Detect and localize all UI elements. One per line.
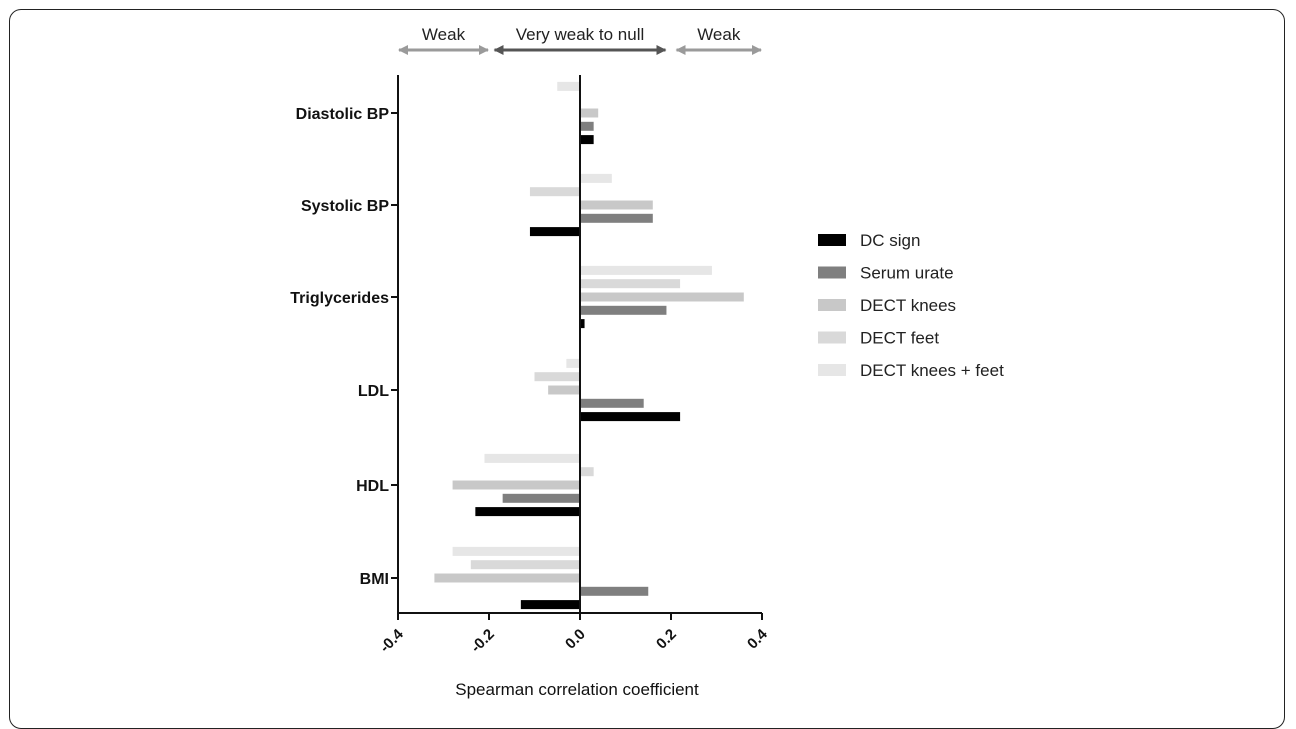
bar-dect-feet-ldl — [534, 372, 580, 382]
bar-dect-knees-feet-triglycerides — [580, 265, 712, 275]
category-label: Diastolic BP — [296, 106, 390, 123]
axes-layer — [397, 75, 762, 614]
bar-dc-sign-triglycerides — [580, 319, 585, 329]
legend-swatch — [818, 364, 846, 376]
bar-dc-sign-ldl — [580, 412, 681, 422]
bar-dc-sign-bmi — [520, 600, 580, 610]
x-tick-label: 0.2 — [653, 626, 680, 653]
category-label: Triglycerides — [290, 290, 389, 307]
x-tick-label: -0.2 — [468, 626, 498, 656]
bar-dc-sign-diastolic-bp — [580, 135, 594, 145]
strength-bands: Weak Very weak to null Weak — [398, 25, 762, 55]
bar-dect-knees-systolic-bp — [580, 200, 653, 210]
bar-dect-feet-triglycerides — [580, 279, 681, 289]
legend: DC sign Serum urate DECT knees DECT feet DEC… — [818, 231, 1004, 380]
bar-dect-feet-systolic-bp — [529, 187, 580, 197]
band-label: Very weak to null — [516, 25, 645, 44]
category-labels: Diastolic BP Systolic BP Triglycerides LDL H… — [290, 106, 398, 588]
bar-dect-knees-bmi — [434, 573, 580, 583]
legend-label: DC sign — [860, 231, 920, 250]
category-label: HDL — [356, 478, 389, 495]
bar-serum-urate-systolic-bp — [580, 213, 653, 223]
bar-dect-knees-feet-systolic-bp — [580, 173, 612, 183]
bar-dect-knees-hdl — [452, 480, 580, 490]
legend-label: DECT feet — [860, 329, 939, 348]
bar-dect-knees-diastolic-bp — [580, 108, 599, 118]
bar-serum-urate-hdl — [502, 493, 580, 503]
bar-dect-knees-feet-ldl — [566, 358, 580, 368]
bar-dect-knees-feet-hdl — [484, 453, 580, 463]
legend-label: DECT knees + feet — [860, 361, 1004, 380]
legend-swatch — [818, 234, 846, 246]
bar-dect-knees-feet-diastolic-bp — [557, 81, 580, 91]
x-tick-label: -0.4 — [377, 625, 408, 656]
bar-dc-sign-hdl — [475, 507, 580, 517]
bar-dect-feet-bmi — [470, 560, 580, 570]
bar-dc-sign-systolic-bp — [529, 227, 580, 237]
legend-label: DECT knees — [860, 296, 956, 315]
x-tick-label: 0.0 — [562, 626, 589, 653]
bar-serum-urate-bmi — [580, 586, 649, 596]
legend-swatch — [818, 299, 846, 311]
category-label: BMI — [360, 571, 389, 588]
legend-label: Serum urate — [860, 264, 954, 283]
bars-layer — [434, 81, 744, 610]
category-label: LDL — [358, 383, 389, 400]
bar-dect-knees-ldl — [548, 385, 580, 395]
legend-swatch — [818, 266, 846, 279]
bar-dect-knees-triglycerides — [580, 292, 744, 302]
bar-dect-knees-feet-bmi — [452, 546, 580, 556]
bar-dect-feet-hdl — [580, 467, 594, 477]
bar-serum-urate-diastolic-bp — [580, 121, 594, 131]
correlation-chart: Weak Very weak to null Weak Diastolic BP Sy… — [290, 25, 1004, 699]
x-ticks: -0.4 -0.2 0.0 0.2 0.4 — [377, 613, 771, 656]
bar-serum-urate-triglycerides — [580, 305, 667, 315]
bar-serum-urate-ldl — [580, 398, 644, 408]
category-label: Systolic BP — [301, 198, 389, 215]
band-label: Weak — [422, 25, 466, 44]
x-tick-label: 0.4 — [744, 625, 771, 652]
legend-swatch — [818, 331, 846, 344]
band-label: Weak — [697, 25, 741, 44]
x-axis-title: Spearman correlation coefficient — [455, 680, 699, 699]
